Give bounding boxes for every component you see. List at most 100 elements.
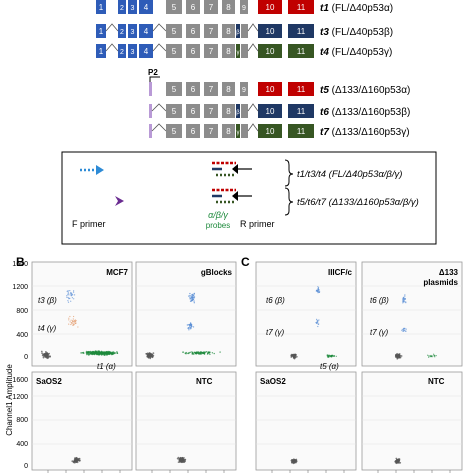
negative-droplet [43,354,46,357]
gamma-droplet [69,315,71,318]
alpha-droplet [196,351,198,353]
cluster-label: t5 (α) [320,362,339,371]
beta-droplet [317,290,319,292]
negative-droplet [75,458,78,460]
splice-junction [105,43,119,52]
exon-label: 7 [209,85,214,94]
exon-10 [258,24,282,38]
exon-label: 8 [226,127,231,136]
beta-droplet [316,321,318,323]
exon-label: 5 [172,3,177,12]
alpha-droplet [203,353,206,355]
alpha-droplet [428,356,430,358]
beta-droplet [318,291,321,293]
exon-label: γ [237,50,240,56]
transcript-label: t6 (Δ133/Δ160p53β) [320,107,410,118]
exon-label: 6 [191,47,196,56]
exon-7 [204,104,218,118]
sample-title: MCF7 [106,268,128,277]
beta-droplet [69,290,71,292]
exon-1 [96,0,106,14]
negative-droplet [292,353,294,356]
alpha-droplet [191,352,194,354]
splice-junction [151,123,167,132]
beta-droplet [74,294,76,296]
beta-droplet [193,293,195,295]
y-tick: 400 [16,441,28,448]
beta-droplet [67,296,69,299]
splice-junction [105,23,119,32]
exon-label: 8 [226,47,231,56]
beta-droplet [192,294,194,296]
beta-droplet [193,297,195,299]
exon-label: β [236,30,240,36]
y-tick: 1200 [12,394,28,401]
exon-7 [204,124,218,138]
assay-box [61,151,437,245]
alpha-droplet [101,353,103,356]
negative-droplet [181,457,184,460]
exon-6 [186,44,200,58]
exon-5 [166,124,182,138]
alpha-droplet [105,352,108,355]
cluster-label: t7 (γ) [370,328,389,337]
y-tick: 800 [16,308,28,315]
negative-droplet [49,355,51,358]
beta-droplet [404,295,406,297]
sample-title: NTC [428,377,445,386]
beta-droplet [66,290,68,292]
negative-droplet [295,355,298,358]
exon-label: 11 [297,107,306,116]
exon-label: 10 [266,85,275,94]
beta-droplet [68,297,70,299]
negative-droplet [76,459,79,462]
exon-label: β [236,110,240,116]
negative-droplet [47,356,49,358]
transcript-id: t5 [320,85,329,96]
cluster-label: t4 (γ) [38,324,57,333]
exon-10 [258,104,282,118]
alpha-droplet [329,355,331,357]
alpha-droplet [182,351,184,353]
exon-label: 3 [131,29,135,36]
beta-droplet [192,326,195,328]
beta-droplet [403,327,405,329]
beta-droplet [71,294,73,296]
exon-11 [288,24,314,38]
alpha-droplet [92,352,95,355]
exon-label: 11 [297,27,306,36]
negative-droplet [78,457,81,460]
negative-droplet [147,356,150,358]
y-axis-bottom: 0 400 800 1200 1600 [12,377,28,470]
beta-droplet [189,323,192,325]
negative-droplet [75,461,78,463]
beta-droplet [188,329,190,331]
exon-5 [166,44,182,58]
transcript-row-t1: 1 2 3 4 5 6 7 8 9 10 11 t1 (FL/Δ40p53α) [96,0,393,14]
gamma-droplet [70,323,72,326]
beta-droplet [191,296,193,299]
exon-3 [128,44,137,58]
alpha-droplet [326,354,328,356]
alpha-droplet [206,351,208,353]
exon-label: 10 [266,27,275,36]
beta-droplet [67,290,69,292]
exon-10 [258,82,282,96]
plot-frame-mcf7 [31,261,133,367]
beta-droplet [73,298,75,300]
transcript-label: t4 (FL/Δ40p53γ) [320,47,392,58]
beta-droplet [404,327,406,329]
exon-label: 2 [120,49,124,56]
exon-10 [258,0,282,14]
negative-droplet [184,460,186,462]
negative-droplet [181,460,184,462]
p2-promoter: P2 [148,68,160,82]
promoter-label: P2 [148,68,158,77]
negative-droplet [71,460,74,463]
gamma-droplet [68,323,70,325]
beta-droplet [67,301,70,303]
negative-droplet [145,352,148,355]
negative-droplet [177,456,180,459]
transcript-row-t5: 5 6 7 8 9 10 11 t5 (Δ133/Δ160p53α) [149,82,410,96]
reverse-arrow-icon [232,191,238,201]
